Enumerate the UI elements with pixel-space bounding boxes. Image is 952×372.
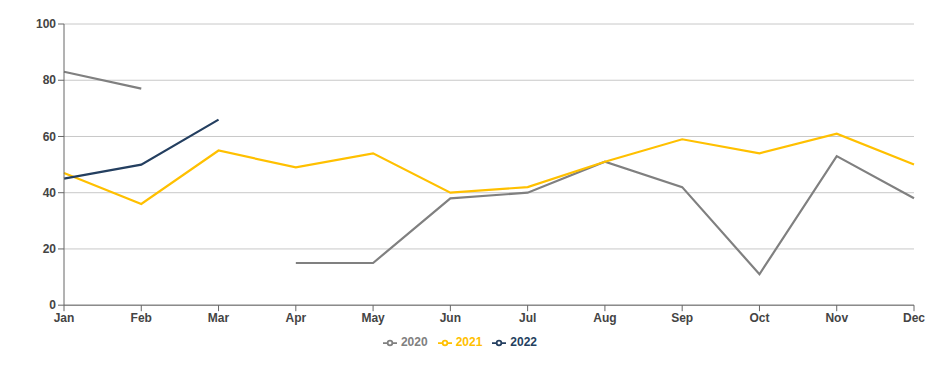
- svg-text:Mar: Mar: [208, 311, 230, 325]
- svg-text:Jun: Jun: [440, 311, 461, 325]
- svg-text:40: 40: [43, 186, 57, 200]
- svg-text:May: May: [361, 311, 385, 325]
- svg-text:Jan: Jan: [54, 311, 75, 325]
- svg-text:20: 20: [43, 242, 57, 256]
- html-text:2021: 2021: [455, 335, 483, 350]
- svg-text:Jul: Jul: [519, 311, 536, 325]
- svg-text:Dec: Dec: [903, 311, 925, 325]
- svg-text:60: 60: [43, 130, 57, 144]
- svg-text:0: 0: [49, 298, 56, 312]
- svg-text:Aug: Aug: [593, 311, 616, 325]
- svg-text:Feb: Feb: [131, 311, 152, 325]
- svg-text:Apr: Apr: [285, 311, 306, 325]
- html-text:2020: 2020: [400, 335, 428, 350]
- html-text:2022: 2022: [510, 335, 537, 350]
- svg-text:Oct: Oct: [749, 311, 769, 325]
- svg-text:100: 100: [36, 17, 56, 31]
- svg-text:80: 80: [43, 73, 57, 87]
- svg-text:Sep: Sep: [671, 311, 693, 325]
- svg-text:Nov: Nov: [825, 311, 848, 325]
